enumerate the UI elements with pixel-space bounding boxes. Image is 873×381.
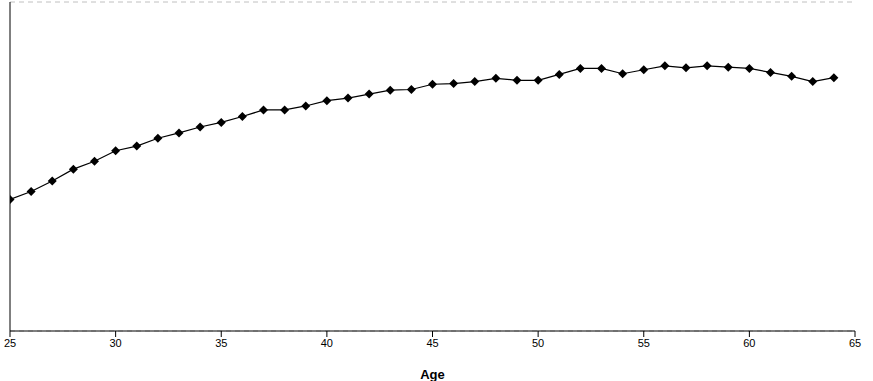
- svg-text:30: 30: [110, 337, 122, 349]
- svg-text:25: 25: [8, 337, 16, 349]
- svg-text:60: 60: [743, 337, 755, 349]
- svg-text:35: 35: [215, 337, 227, 349]
- svg-text:45: 45: [426, 337, 438, 349]
- svg-text:40: 40: [321, 337, 333, 349]
- svg-text:65: 65: [849, 337, 861, 349]
- svg-text:55: 55: [638, 337, 650, 349]
- svg-text:Age: Age: [420, 367, 445, 381]
- svg-text:50: 50: [532, 337, 544, 349]
